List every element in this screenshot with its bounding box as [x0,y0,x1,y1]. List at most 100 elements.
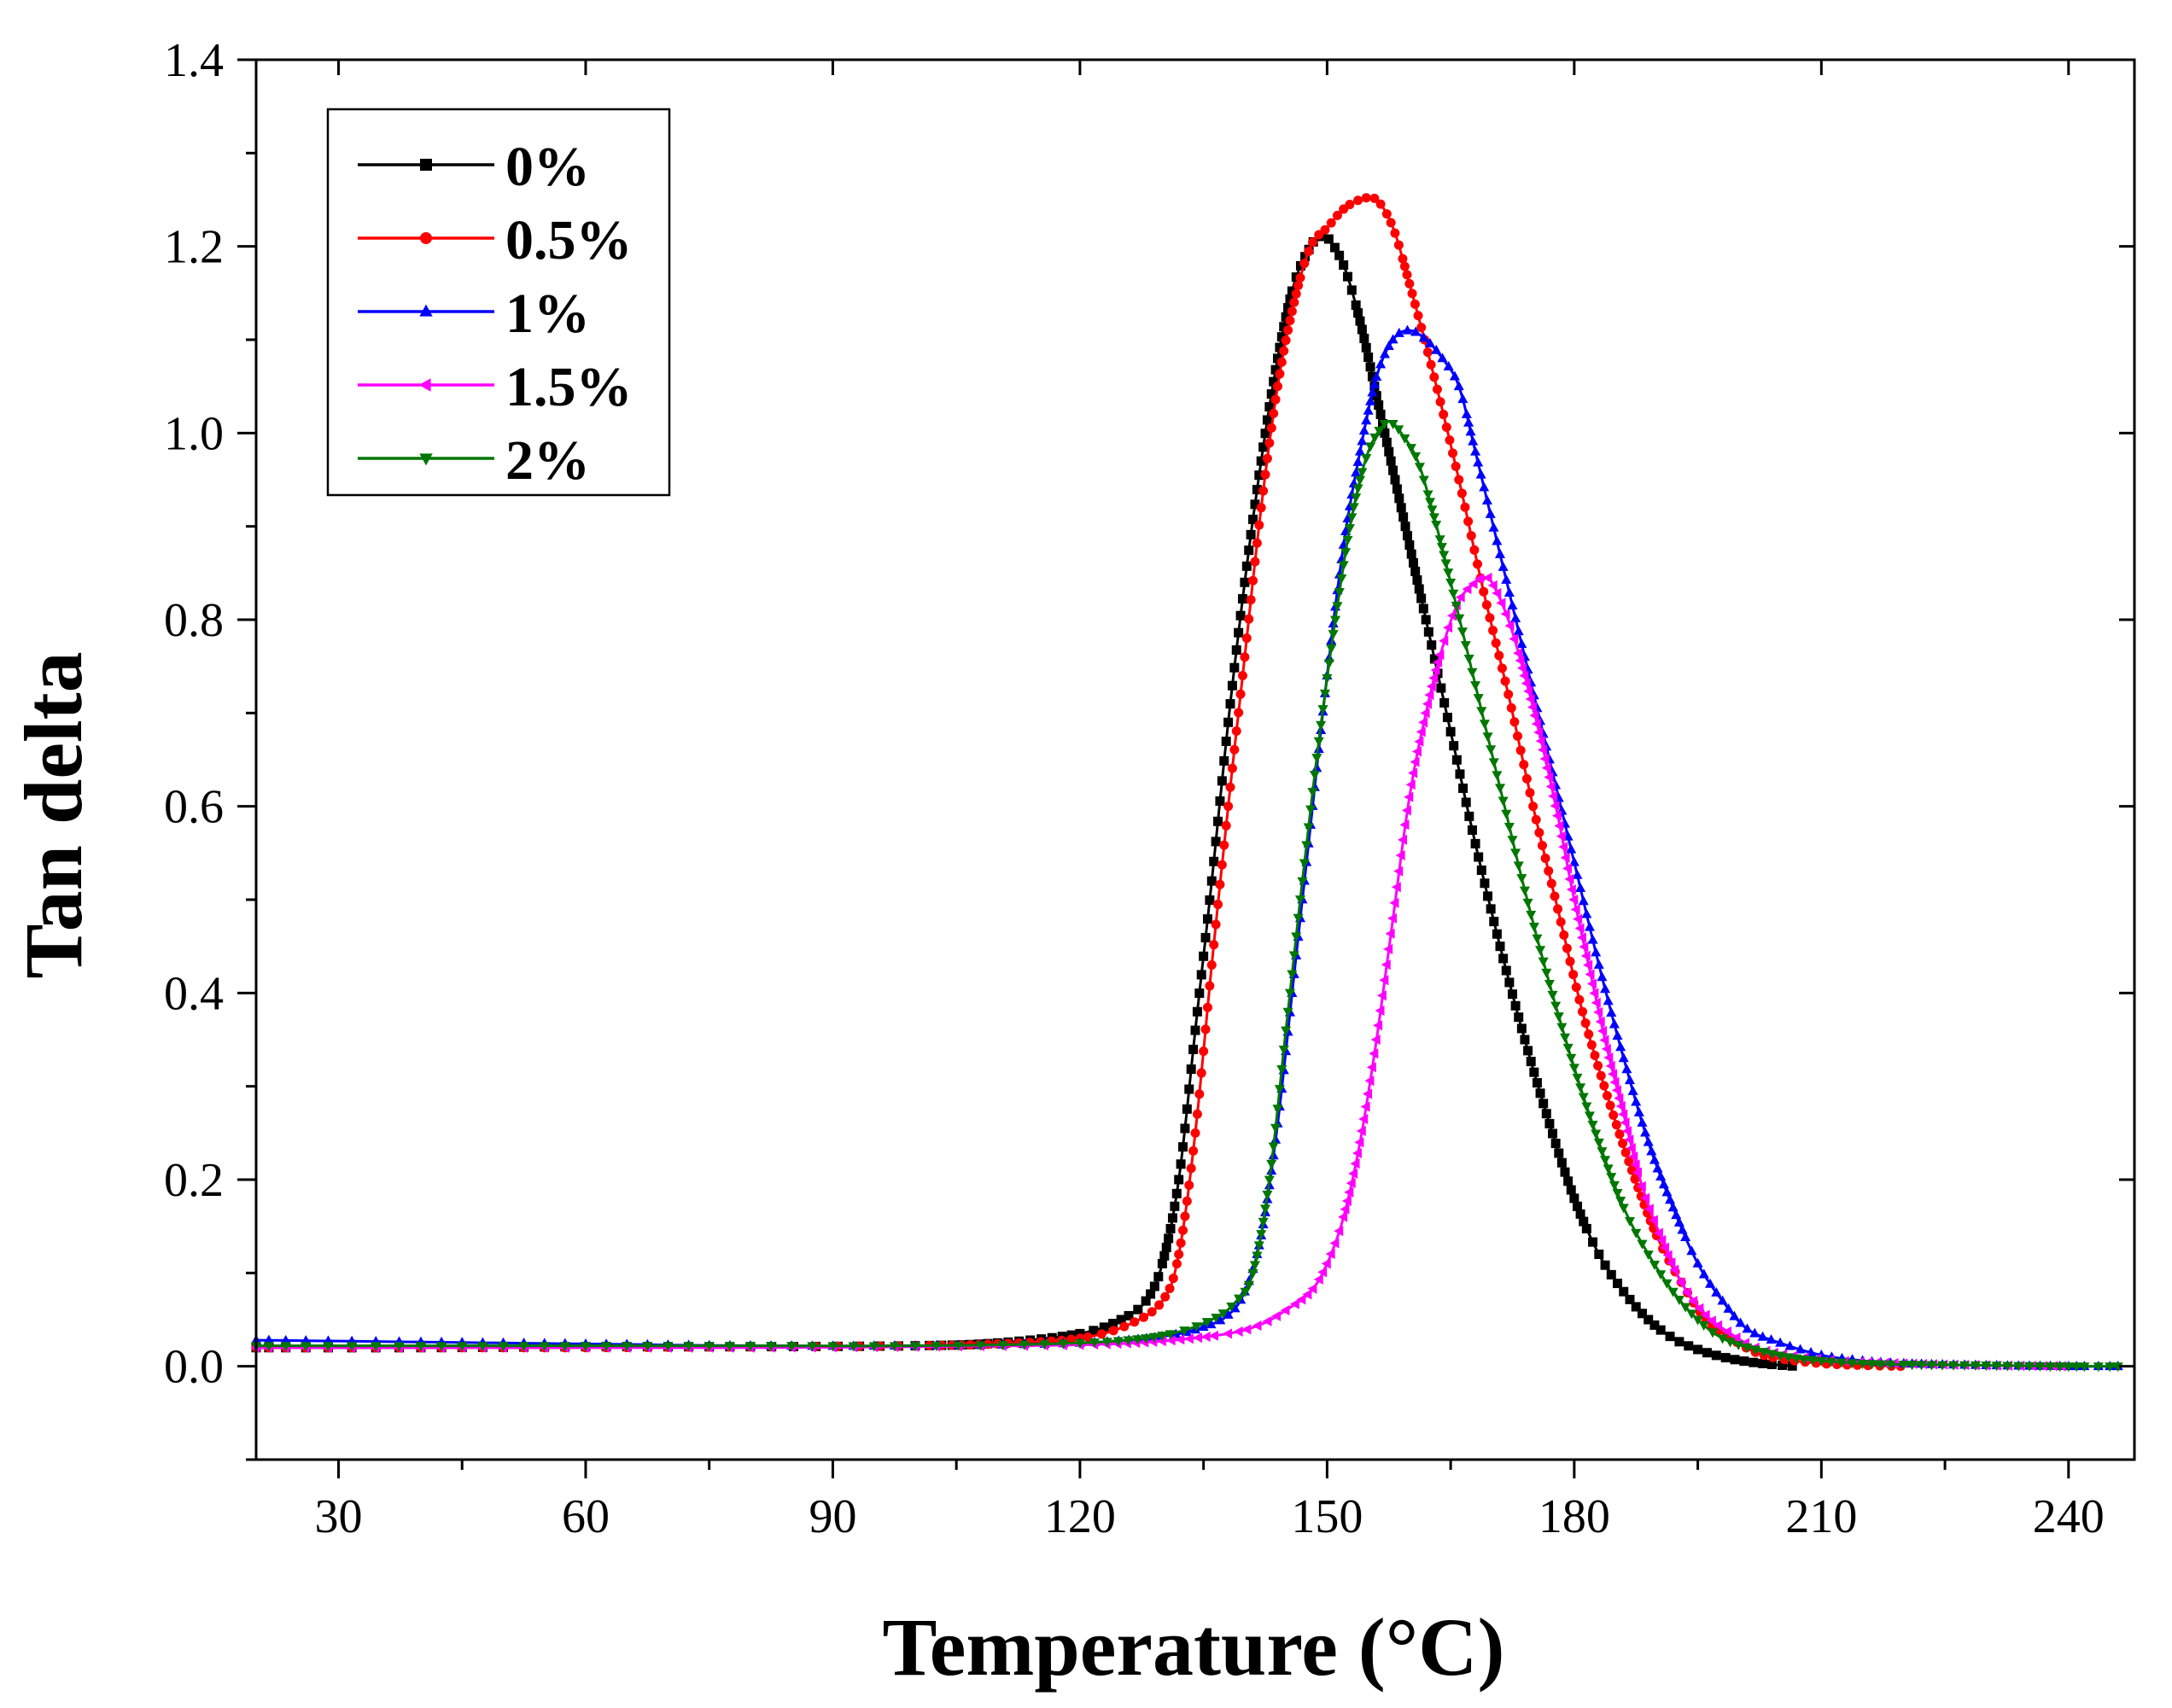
data-point [1550,801,1560,812]
data-point [1270,364,1281,375]
data-point [1175,1334,1185,1345]
data-point [1454,614,1465,624]
data-point [1519,670,1529,681]
data-point [580,1342,592,1352]
data-point [1836,1358,1847,1368]
data-point [1217,1309,1229,1320]
data-point [1541,762,1551,773]
data-point [1167,1213,1177,1223]
data-point [1416,323,1427,333]
data-point [1317,1267,1328,1278]
data-point [1258,1217,1269,1227]
data-point [1665,1332,1675,1342]
data-point [1297,877,1308,887]
data-point [1399,434,1410,444]
data-point [1209,940,1219,950]
data-point [1464,811,1474,821]
data-point [1446,610,1457,621]
x-tick-label: 150 [1291,1490,1363,1543]
data-point [1449,370,1460,381]
data-point [1662,1250,1673,1261]
data-point [1720,1353,1731,1363]
data-point [1758,1348,1769,1358]
data-point [1217,860,1227,870]
data-point [1334,587,1345,598]
data-point [1609,1018,1620,1029]
data-point [1424,337,1436,347]
data-point [1516,1023,1527,1034]
data-point [1328,630,1339,640]
data-point [1260,428,1270,439]
data-point [1418,603,1428,614]
data-point [1612,1029,1623,1040]
data-point [1631,1228,1642,1239]
data-point [1513,648,1523,659]
data-point [1437,353,1448,363]
data-point [1379,420,1390,429]
data-point [1626,1143,1636,1154]
data-point [1515,655,1525,666]
data-point [1618,1139,1628,1149]
data-point [1959,1361,1971,1371]
data-point [1550,891,1560,901]
data-point [1481,495,1492,504]
data-point [642,1342,653,1352]
data-point [1410,756,1420,767]
data-point [1461,797,1471,807]
data-point [1560,1167,1570,1177]
data-point [1240,1287,1251,1297]
data-point [1503,586,1515,597]
data-point [1250,499,1260,510]
data-point [1441,423,1451,432]
data-point [1393,327,1404,337]
data-point [1503,822,1515,832]
data-point [997,1341,1008,1351]
data-point [1133,1304,1143,1315]
data-point [1523,685,1533,697]
data-point [1599,983,1611,994]
data-point [975,1341,986,1351]
data-point [1412,575,1422,586]
data-point [1398,834,1408,845]
legend-item-0%: 0% [358,136,590,198]
data-point [1698,1321,1709,1332]
legend-marker [420,159,432,171]
data-point [1271,1310,1282,1321]
data-point [1313,1274,1323,1285]
data-point [1258,486,1269,496]
legend-item-0.5%: 0.5% [358,209,633,271]
data-point [1194,988,1205,999]
data-point [1279,322,1289,332]
data-point [1313,737,1324,747]
data-point [1445,578,1457,588]
data-point [1525,788,1535,798]
data-point [786,1342,797,1352]
data-point [1501,574,1512,584]
data-point [301,1342,312,1352]
plot-area [250,193,2123,1373]
data-point [1264,402,1275,412]
data-point [1467,825,1477,836]
data-point [1537,841,1547,851]
data-point [1637,1116,1648,1127]
data-point [1363,405,1374,415]
data-point [1178,1142,1188,1152]
data-point [1328,618,1339,628]
data-point [1119,1321,1130,1332]
data-point [1448,589,1459,599]
data-point [1587,934,1598,944]
data-point [1283,325,1293,335]
x-axis-title: Temperature (°C) [883,1601,1505,1693]
x-tick-label: 60 [562,1490,610,1543]
data-point [1766,1349,1778,1360]
data-point [1506,702,1516,713]
data-point [1375,409,1386,419]
data-point [1550,1001,1562,1011]
data-point [1422,490,1433,500]
data-point [1433,656,1443,667]
data-point [1241,561,1252,571]
data-point [1492,771,1503,781]
data-point [1379,975,1389,986]
data-point [1541,1109,1551,1119]
data-point [1783,1353,1794,1363]
